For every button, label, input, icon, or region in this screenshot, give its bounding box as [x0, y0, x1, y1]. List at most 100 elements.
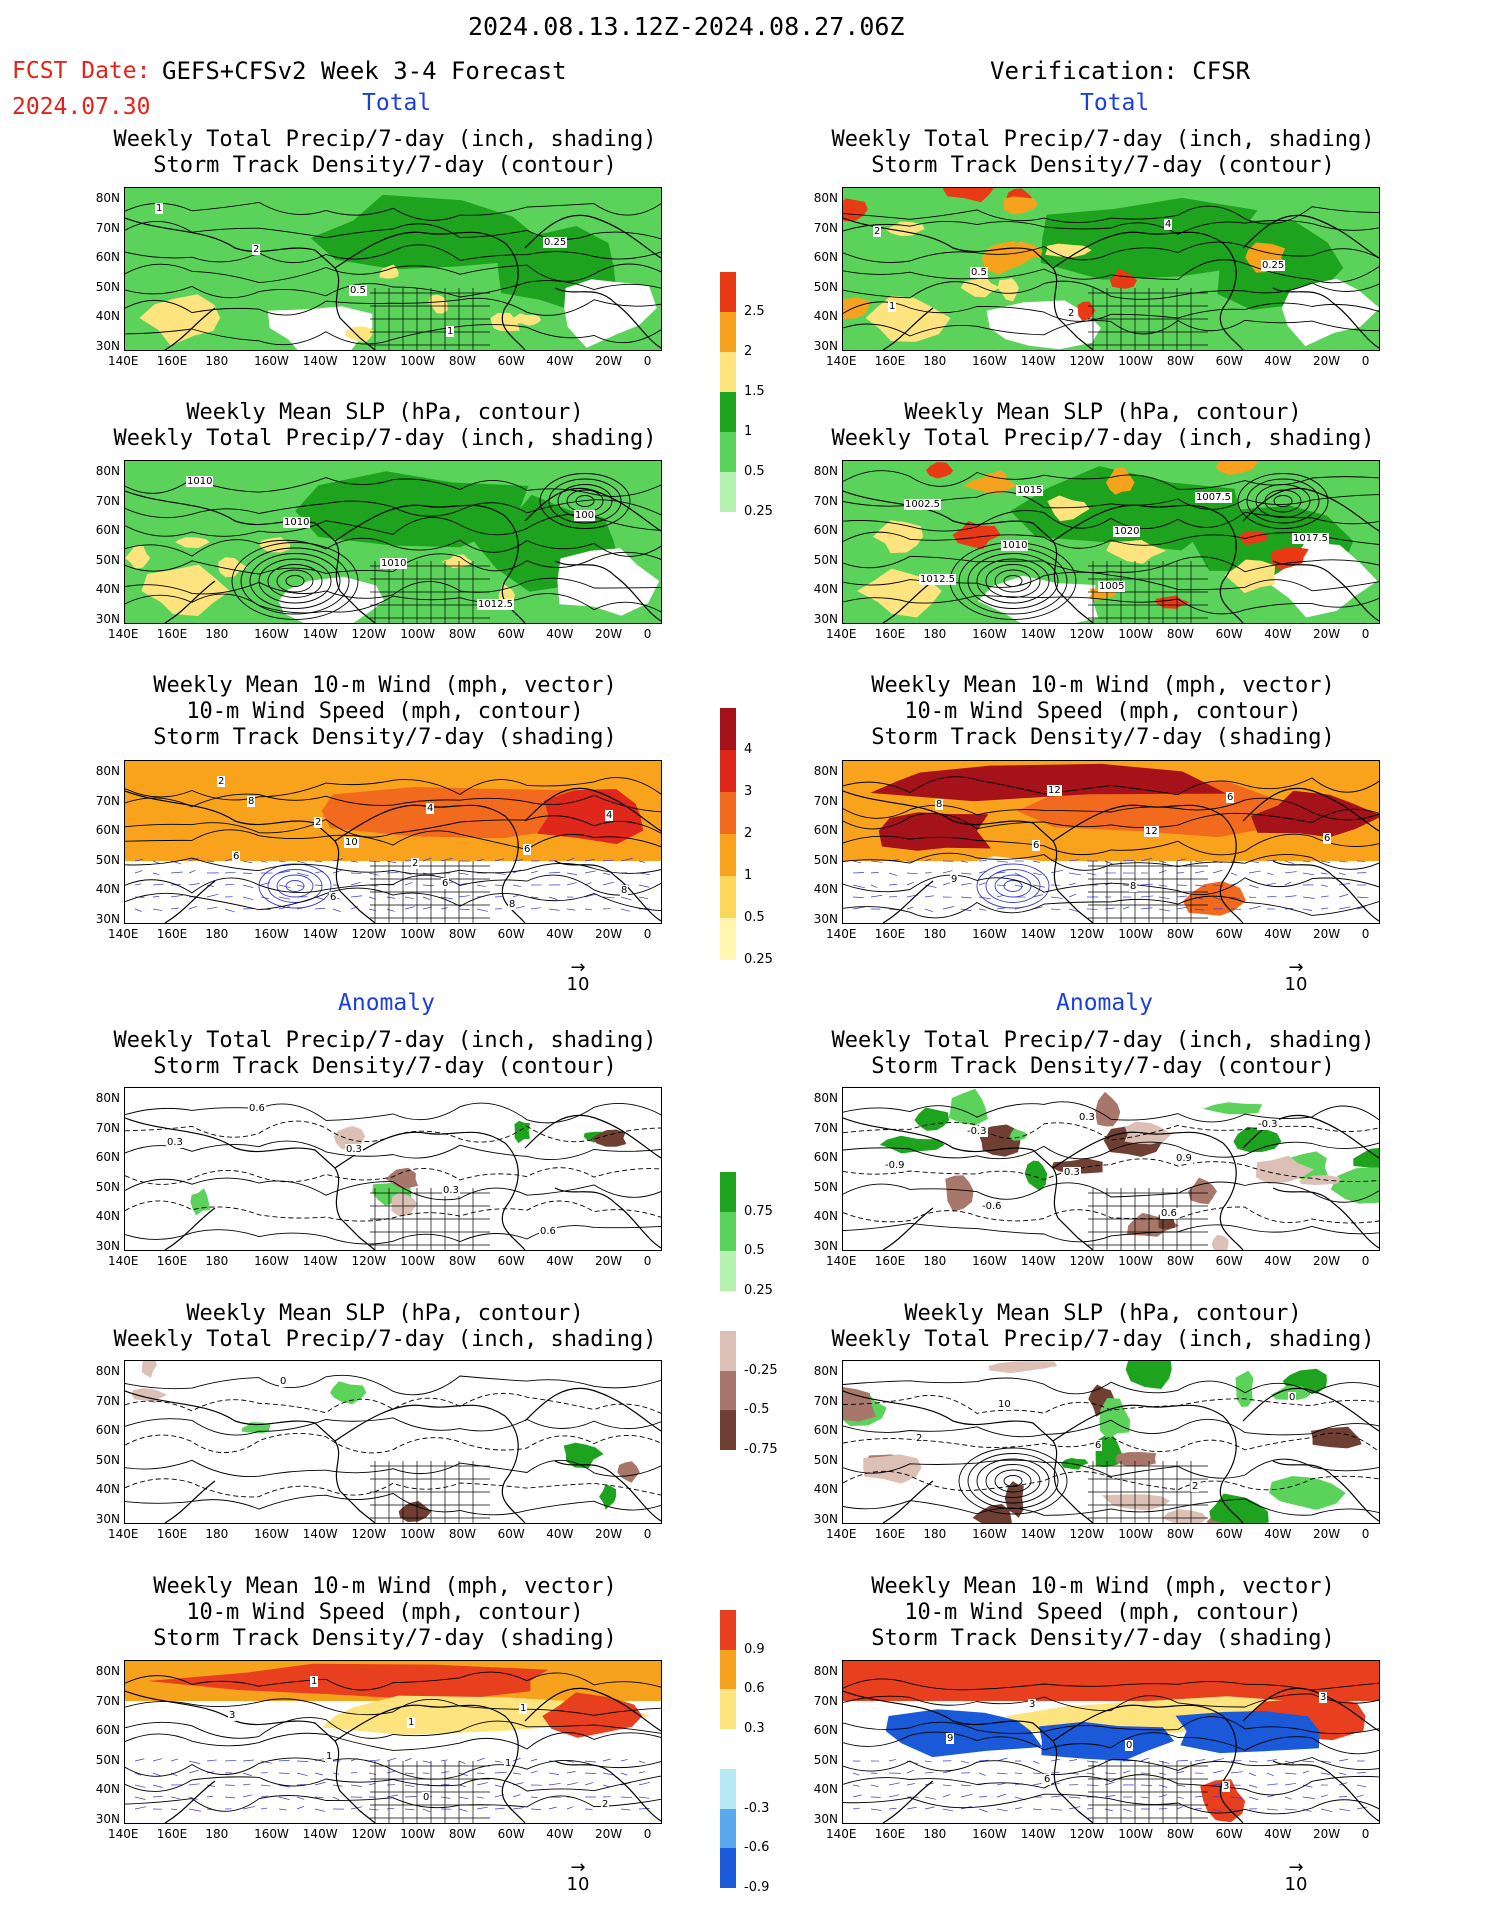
contour-line — [125, 577, 661, 599]
lat-label: 40N — [95, 1482, 120, 1496]
wind-vector — [1338, 1796, 1347, 1798]
wind-vector — [152, 872, 160, 875]
wind-vector — [386, 1807, 395, 1810]
wind-vector — [978, 1772, 986, 1776]
lat-label: 50N — [813, 1452, 838, 1467]
heavy-precip — [942, 188, 994, 203]
wind-vector — [1356, 1772, 1366, 1774]
lat-label: 60N — [813, 823, 838, 837]
panel-title-verif-anom-wind-storm: Weekly Mean 10-m Wind (mph, vector) 10-m… — [823, 1574, 1383, 1652]
wind-vector — [170, 894, 184, 898]
wind-vector — [1284, 1760, 1295, 1764]
coastline — [843, 1117, 1094, 1250]
wind-vector — [134, 870, 143, 874]
contour-label: 0.25 — [543, 237, 568, 248]
wind-vector — [278, 896, 291, 900]
contour-line — [843, 594, 1379, 615]
title-line: Storm Track Density/7-day (contour) — [153, 1054, 617, 1079]
wind-vector — [566, 1771, 576, 1774]
wind-vector — [1140, 883, 1153, 886]
contour-line — [843, 510, 1379, 532]
dry-region — [564, 279, 657, 348]
lat-label: 70N — [95, 1120, 120, 1135]
lon-label: 100W — [1118, 627, 1153, 641]
wind-vector — [188, 870, 196, 874]
lon-label: 160W — [972, 1254, 1007, 1268]
wind-vector — [368, 860, 381, 862]
coastline — [882, 307, 934, 350]
wind-vector — [638, 1796, 650, 1799]
wind-vector — [296, 884, 305, 888]
precip-blob — [442, 554, 473, 569]
lon-label: 100W — [400, 1254, 435, 1268]
contour-line — [125, 1717, 661, 1739]
lon-label: 140E — [108, 1254, 139, 1268]
anomaly-blob — [1188, 1177, 1218, 1205]
contour-line — [125, 815, 661, 838]
wind-vector — [188, 1796, 198, 1800]
contour-label: 4 — [1164, 219, 1173, 230]
contour-label: 2 — [1191, 1481, 1200, 1492]
lon-label: 0 — [643, 354, 652, 368]
anomaly-blob — [386, 1167, 419, 1189]
contour-label: 1015 — [1016, 485, 1044, 496]
colorbar-tick: -0.9 — [744, 1880, 770, 1895]
lon-label: 60W — [497, 1827, 525, 1841]
wind-vector — [852, 896, 864, 898]
anomaly-blob — [563, 1442, 604, 1469]
wind-vector — [906, 872, 918, 875]
coastline — [882, 1480, 934, 1523]
coastline — [1272, 860, 1379, 922]
wind-vector — [530, 1796, 538, 1798]
wind-vector — [888, 1794, 900, 1798]
contour-label: 2 — [1067, 308, 1076, 319]
contour-ring — [1246, 478, 1320, 524]
wind-vector — [1158, 1760, 1170, 1764]
title-line: Storm Track Density/7-day (contour) — [871, 153, 1335, 178]
lon-label: 80W — [448, 927, 477, 941]
title-line: Storm Track Density/7-day (shading) — [153, 725, 617, 750]
lat-label: 40N — [95, 882, 120, 896]
lon-label: 180 — [205, 1827, 229, 1841]
wind-vector — [1212, 1770, 1224, 1774]
wind-vector — [1338, 883, 1351, 886]
lon-label: 40W — [1264, 354, 1292, 368]
lon-label: 160E — [874, 1827, 906, 1841]
coastline — [334, 1131, 526, 1250]
wind-vector — [942, 870, 953, 874]
map-panel-slp-verification: 1002.5 1010 1005 1007.5 1017.5 1012.5 1015 1020 — [842, 460, 1380, 624]
wind-vector — [512, 859, 523, 862]
wind-vector — [260, 1760, 273, 1764]
wind-vector — [996, 1793, 1007, 1798]
lat-label: 60N — [95, 523, 120, 537]
wind-vector — [852, 1784, 860, 1787]
wind-vector — [1032, 894, 1043, 898]
contour-line — [125, 244, 661, 264]
lat-label: 40N — [95, 309, 120, 323]
anomaly-section-right: Anomaly — [1056, 990, 1153, 1016]
anomaly-blob — [514, 1120, 530, 1144]
contour-label: 1 — [446, 326, 455, 337]
lon-label: 20W — [1313, 627, 1341, 641]
wind-vector — [852, 884, 865, 889]
contour-label: 9 — [946, 1733, 955, 1744]
map-panel-storm-verification: 8 6 8 6 6 9 12 12 — [842, 760, 1380, 924]
contour-ring — [958, 1447, 1068, 1515]
contour-label: 3 — [1028, 1699, 1037, 1710]
lon-label: 100W — [400, 927, 435, 941]
contour-label: 1007.5 — [1195, 492, 1232, 503]
precip-blob — [1010, 466, 1240, 551]
contour-line — [125, 297, 661, 316]
contour-label: 0.3 — [345, 1144, 363, 1155]
lat-label: 40N — [813, 1482, 838, 1496]
coastline — [882, 580, 934, 623]
wind-vector — [368, 1759, 381, 1762]
wind-vector — [602, 1784, 610, 1788]
wind-vector — [404, 1796, 417, 1798]
wind-vector — [1302, 1760, 1315, 1763]
lon-label: 180 — [205, 1527, 229, 1541]
lon-label: 0 — [1361, 1827, 1370, 1841]
contour-line — [125, 1120, 661, 1143]
anomaly-blob — [241, 1422, 271, 1434]
wind-vector — [314, 884, 322, 886]
